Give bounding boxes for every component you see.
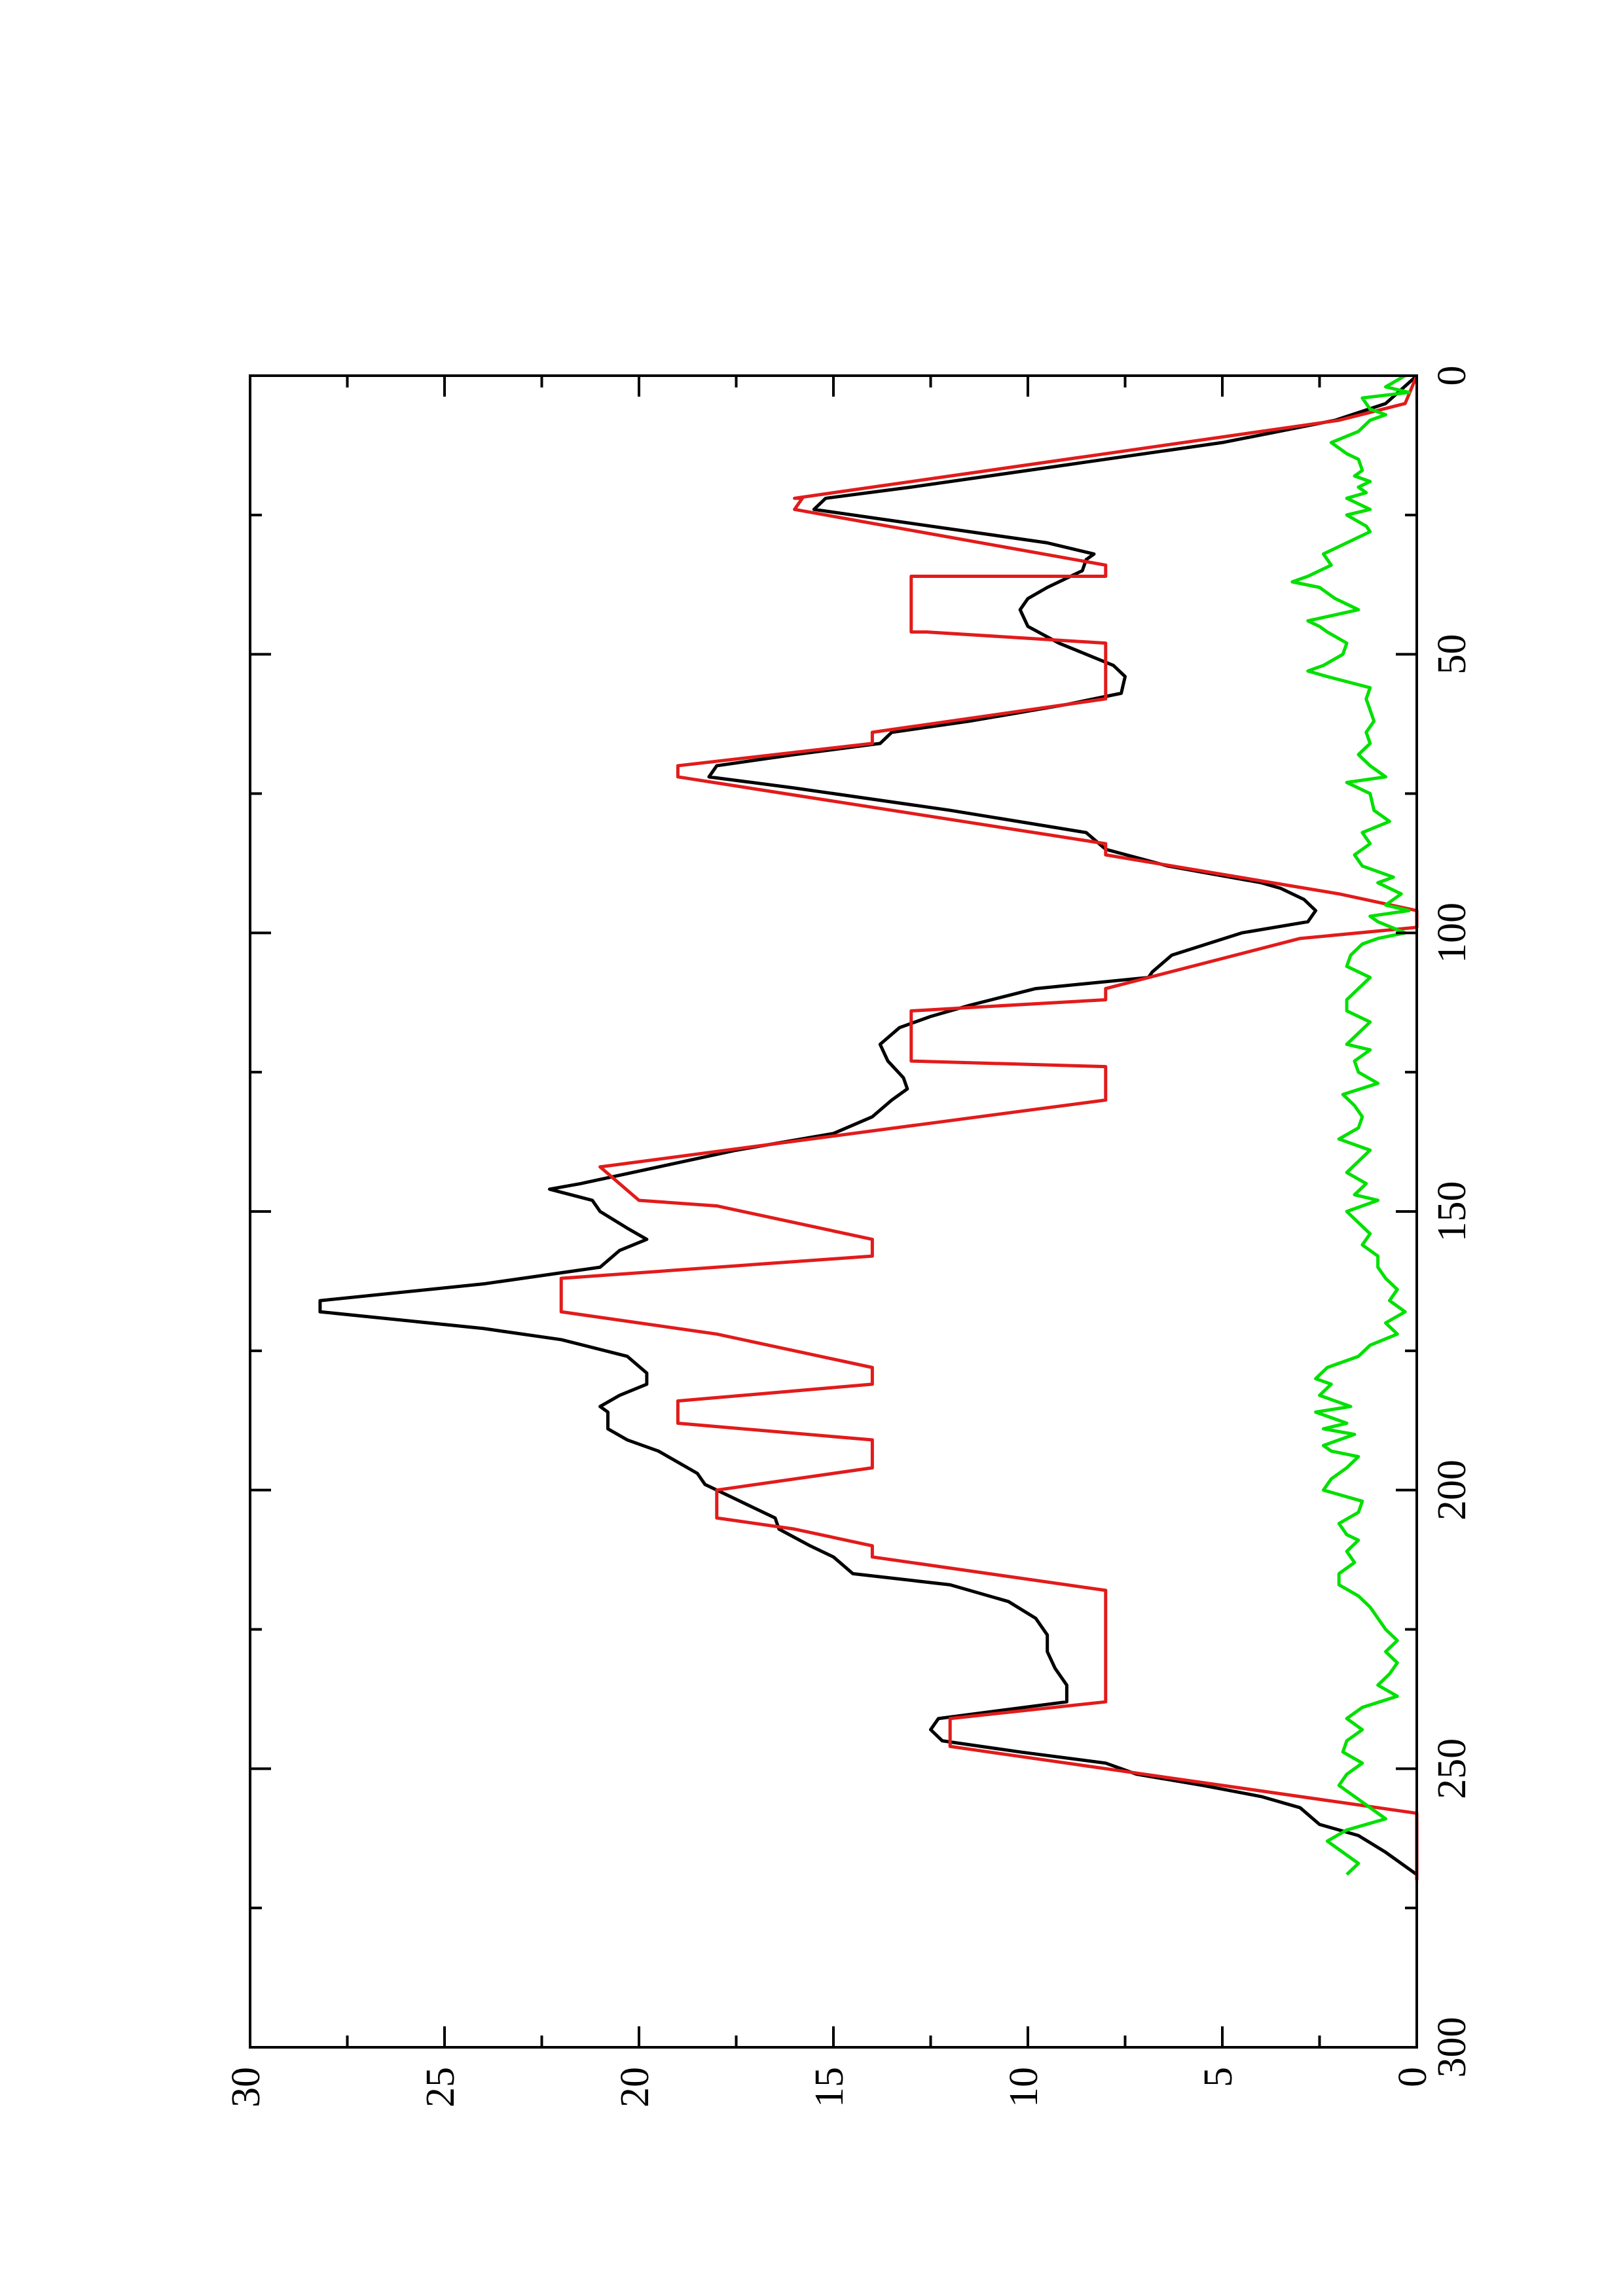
x-tick-label: 100 <box>1430 903 1474 963</box>
ticks-layer <box>250 376 1417 2047</box>
y-tick-label: 10 <box>1002 2067 1046 2108</box>
x-tick-label: 300 <box>1430 2017 1474 2078</box>
series-line-2 <box>559 375 1419 1880</box>
x-tick-label: 250 <box>1430 1738 1474 1799</box>
x-tick-label: 200 <box>1430 1460 1474 1520</box>
y-tick-label: 15 <box>807 2067 852 2108</box>
y-tick-label: 30 <box>224 2067 268 2108</box>
y-tick-label: 25 <box>418 2067 463 2108</box>
x-tick-label: 150 <box>1430 1181 1474 1242</box>
y-tick-label: 20 <box>613 2067 657 2108</box>
plot-frame <box>249 374 1418 2049</box>
y-tick-label: 0 <box>1391 2067 1435 2087</box>
x-tick-label: 0 <box>1430 366 1474 386</box>
y-tick-label: 5 <box>1196 2067 1241 2087</box>
x-tick-label: 50 <box>1430 634 1474 675</box>
series-line-1 <box>318 374 1418 1876</box>
series-line-3 <box>1290 374 1411 1876</box>
series-layer <box>318 374 1419 1880</box>
